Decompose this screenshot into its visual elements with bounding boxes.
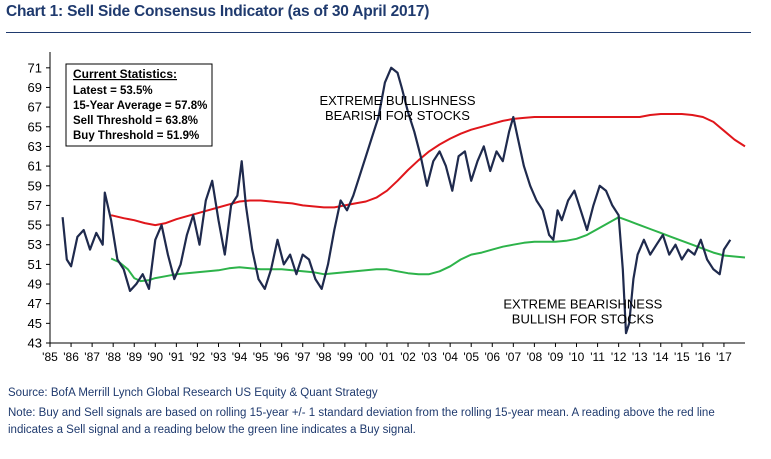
x-tick-label: '91 [169, 350, 185, 364]
y-tick-label: 71 [28, 60, 42, 75]
x-tick-label: '88 [105, 350, 121, 364]
x-tick-label: '14 [653, 350, 669, 364]
stats-box-line: 15-Year Average = 57.8% [73, 100, 207, 112]
source-note: Source: BofA Merrill Lynch Global Resear… [8, 387, 378, 399]
x-tick-label: '94 [232, 350, 248, 364]
y-tick-label: 67 [28, 100, 42, 115]
x-tick-label: '96 [274, 350, 290, 364]
x-tick-label: '86 [63, 350, 79, 364]
x-tick-label: '02 [400, 350, 416, 364]
chart-annotation: EXTREME BULLISHNESS [319, 93, 475, 108]
y-tick-label: 65 [28, 119, 42, 134]
x-tick-label: '09 [548, 350, 564, 364]
x-tick-label: '01 [379, 350, 395, 364]
x-tick-label: '11 [590, 350, 605, 364]
x-tick-label: '92 [190, 350, 206, 364]
stats-box [65, 63, 213, 147]
y-tick-label: 63 [28, 139, 42, 154]
sell-side-consensus-chart: 43 45 47 49 51 53 55 57 59 61 63 65 67 69 71 '85 '86 '87 '… [28, 52, 746, 364]
y-tick-label: 47 [28, 296, 42, 311]
y-tick-label: 69 [28, 80, 42, 95]
x-tick-label: '95 [253, 350, 269, 364]
stats-box-heading: Current Statistics: [73, 67, 177, 81]
x-tick-label: '93 [211, 350, 227, 364]
title-rule [6, 32, 751, 33]
chart-annotation: BULLISH FOR STOCKS [512, 312, 654, 327]
x-tick-label: '17 [716, 350, 732, 364]
x-tick-label: '12 [611, 350, 627, 364]
x-tick-label: '89 [126, 350, 142, 364]
x-tick-label: '98 [316, 350, 332, 364]
buy-threshold-line [110, 216, 746, 283]
x-tick-label: '06 [484, 350, 500, 364]
chart-annotation: EXTREME BEARISHNESS [503, 297, 662, 312]
stats-box-line: Buy Threshold = 51.9% [73, 130, 199, 142]
indicator-line [61, 66, 732, 335]
x-tick-label: '97 [295, 350, 311, 364]
x-tick-label: '87 [84, 350, 100, 364]
x-tick-label: '90 [147, 350, 163, 364]
x-tick-label: '00 [358, 350, 374, 364]
x-tick-label: '07 [506, 350, 522, 364]
chart-annotation: BEARISH FOR STOCKS [325, 108, 470, 123]
footnote: Note: Buy and Sell signals are based on … [8, 407, 715, 436]
y-tick-label: 57 [28, 198, 42, 213]
x-tick-label: '16 [695, 350, 711, 364]
y-tick-label: 51 [28, 257, 42, 272]
x-tick-label: '15 [674, 350, 690, 364]
page-title: Chart 1: Sell Side Consensus Indicator (… [6, 3, 430, 20]
y-tick-label: 59 [28, 178, 42, 193]
x-tick-label: '03 [421, 350, 437, 364]
y-tick-label: 61 [28, 159, 42, 174]
x-tick-label: '04 [442, 350, 458, 364]
stats-box-line: Latest = 53.5% [73, 85, 153, 97]
y-tick-label: 43 [28, 336, 42, 351]
x-tick-label: '85 [42, 350, 58, 364]
sell-threshold-line [110, 113, 746, 227]
stats-box-line: Sell Threshold = 63.8% [73, 115, 198, 127]
x-tick-label: '08 [527, 350, 543, 364]
x-tick-label: '99 [337, 350, 353, 364]
y-tick-label: 55 [28, 218, 42, 233]
x-tick-label: '10 [569, 350, 585, 364]
y-tick-label: 45 [28, 316, 42, 331]
y-tick-label: 53 [28, 237, 42, 252]
y-tick-label: 49 [28, 277, 42, 292]
x-tick-label: '13 [632, 350, 648, 364]
x-tick-label: '05 [463, 350, 479, 364]
